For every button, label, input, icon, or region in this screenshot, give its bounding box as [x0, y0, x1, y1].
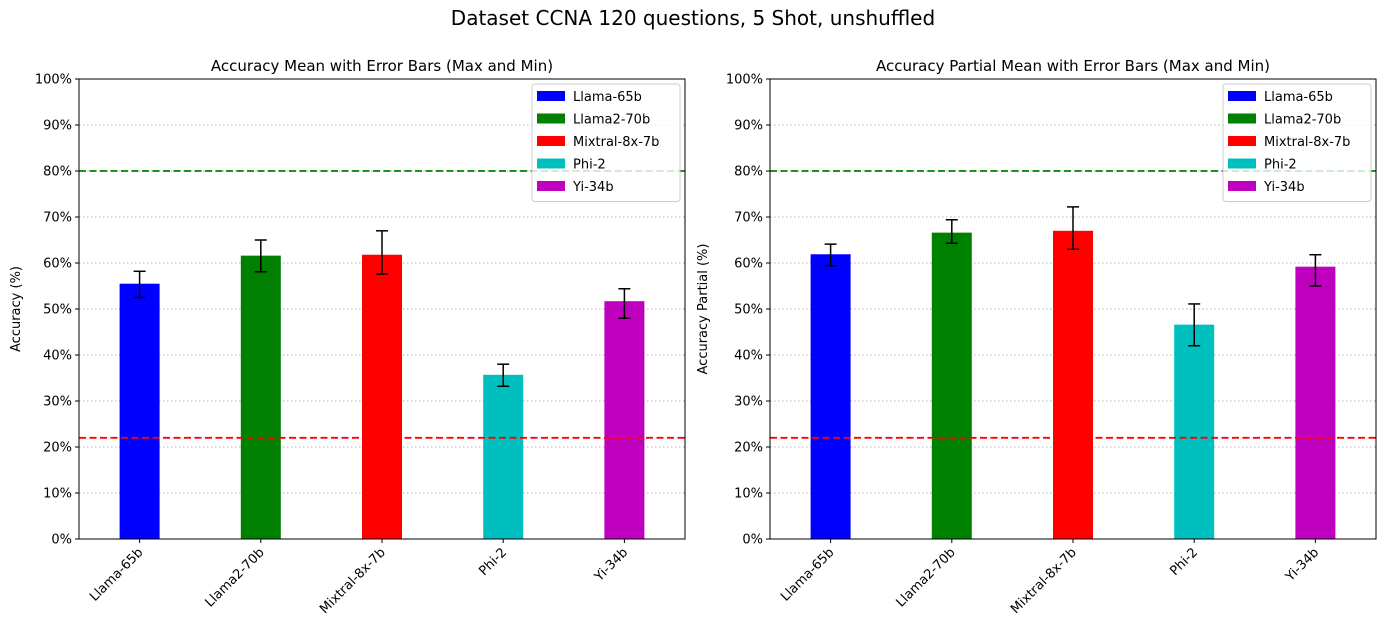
legend-swatch: [537, 113, 565, 124]
legend-swatch: [1228, 113, 1256, 124]
x-tick-label: Yi-34b: [1282, 545, 1322, 585]
x-tick-label: Mixtral-8x-7b: [1008, 545, 1080, 617]
legend-label: Mixtral-8x-7b: [1264, 135, 1350, 150]
legend-swatch: [1228, 136, 1256, 146]
y-tick-label: 30%: [43, 395, 72, 410]
legend-swatch: [537, 158, 565, 169]
bar-llama-65b: [119, 283, 160, 539]
bar-mixtral-8x-7b: [362, 254, 402, 539]
bar-yi-34b: [604, 301, 645, 539]
y-tick-label: 60%: [734, 257, 763, 272]
legend-swatch: [537, 91, 565, 101]
y-tick-label: 90%: [734, 119, 763, 134]
y-tick-label: 100%: [35, 73, 72, 88]
y-tick-label: 20%: [734, 441, 763, 456]
legend-label: Phi-2: [1264, 158, 1297, 173]
y-tick-label: 10%: [734, 487, 763, 502]
legend-swatch: [1228, 158, 1256, 169]
y-tick-label: 90%: [43, 119, 72, 134]
y-tick-label: 80%: [734, 165, 763, 180]
legend-swatch: [537, 181, 565, 191]
y-tick-label: 0%: [51, 533, 72, 548]
chart-accuracy-mean: Accuracy Mean with Error Bars (Max and M…: [9, 57, 686, 617]
x-tick-label: Llama2-70b: [202, 545, 267, 610]
legend-swatch: [1228, 181, 1256, 191]
y-tick-label: 80%: [43, 165, 72, 180]
legend-box: [531, 83, 681, 202]
chart-title: Accuracy Mean with Error Bars (Max and M…: [211, 57, 553, 75]
y-tick-label: 70%: [734, 211, 763, 226]
legend-label: Yi-34b: [572, 180, 614, 195]
legend-label: Llama2-70b: [1264, 113, 1341, 128]
bar-llama2-70b: [240, 255, 281, 539]
x-tick-label: Llama2-70b: [893, 545, 958, 610]
chart-accuracy-partial-mean: Accuracy Partial Mean with Error Bars (M…: [696, 57, 1377, 617]
legend-swatch: [1228, 91, 1256, 101]
legend-label: Phi-2: [573, 158, 606, 173]
x-tick-label: Yi-34b: [591, 545, 631, 585]
legend-label: Llama-65b: [573, 90, 642, 105]
y-tick-label: 0%: [742, 533, 763, 548]
x-tick-label: Llama-65b: [87, 545, 146, 604]
legend-swatch: [537, 136, 565, 146]
y-tick-label: 20%: [43, 441, 72, 456]
legend-box: [1222, 83, 1372, 202]
x-tick-label: Mixtral-8x-7b: [317, 545, 389, 617]
legend-label: Yi-34b: [1263, 180, 1305, 195]
bar-yi-34b: [1295, 266, 1336, 539]
figure-suptitle: Dataset CCNA 120 questions, 5 Shot, unsh…: [450, 6, 936, 30]
y-tick-label: 70%: [43, 211, 72, 226]
y-axis-label: Accuracy (%): [9, 266, 24, 352]
bar-llama-65b: [810, 254, 851, 539]
y-axis-label: Accuracy Partial (%): [696, 244, 711, 375]
y-tick-label: 30%: [734, 395, 763, 410]
legend-label: Mixtral-8x-7b: [573, 135, 659, 150]
legend-label: Llama-65b: [1264, 90, 1333, 105]
x-tick-label: Llama-65b: [778, 545, 837, 604]
bar-phi-2: [1174, 324, 1215, 539]
y-tick-label: 100%: [726, 73, 763, 88]
bar-phi-2: [483, 374, 524, 539]
y-tick-label: 60%: [43, 257, 72, 272]
x-tick-label: Phi-2: [1167, 545, 1201, 579]
bar-mixtral-8x-7b: [1053, 230, 1093, 540]
y-tick-label: 50%: [734, 303, 763, 318]
legend-label: Llama2-70b: [573, 113, 650, 128]
y-tick-label: 10%: [43, 487, 72, 502]
bar-llama2-70b: [931, 232, 972, 539]
chart-title: Accuracy Partial Mean with Error Bars (M…: [876, 57, 1270, 75]
x-tick-label: Phi-2: [476, 545, 510, 579]
y-tick-label: 40%: [734, 349, 763, 364]
y-tick-label: 40%: [43, 349, 72, 364]
y-tick-label: 50%: [43, 303, 72, 318]
